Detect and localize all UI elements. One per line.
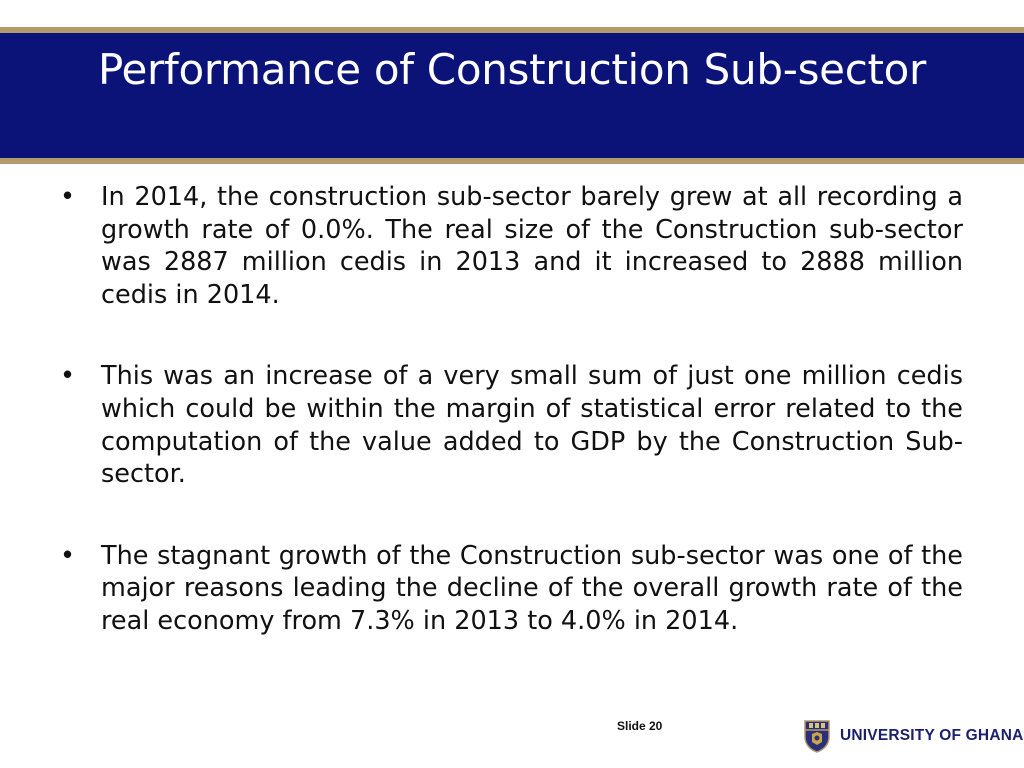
bullet-list: • In 2014, the construction sub-sector b… [60,181,963,687]
bullet-text: This was an increase of a very small sum… [101,361,963,490]
university-logo: UNIVERSITY OF GHANA [803,716,1024,756]
university-crest-icon [804,720,830,753]
slide-number: Slide 20 [617,719,663,733]
bullet-text: The stagnant growth of the Construction … [101,540,963,636]
university-name: UNIVERSITY OF GHANA [840,727,1024,744]
bullet-text: In 2014, the construction sub-sector bar… [101,182,963,310]
slide-title: Performance of Construction Sub-sector [97,45,927,94]
bullet-marker: • [60,182,76,212]
bullet-marker: • [60,361,76,392]
bullet-marker: • [60,540,76,571]
bullet-item: • In 2014, the construction sub-sector b… [60,181,963,311]
title-top-rule [0,27,1024,33]
bullet-item: • This was an increase of a very small s… [60,360,963,490]
title-bottom-rule [0,158,1024,164]
bullet-item: • The stagnant growth of the Constructio… [60,540,963,638]
title-band [0,33,1024,158]
